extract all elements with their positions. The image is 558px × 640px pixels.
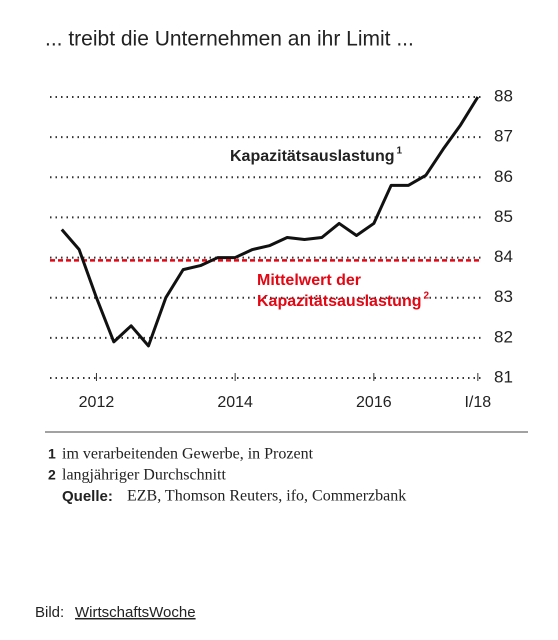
y-tick-label: 81 — [494, 367, 513, 386]
footnote-number: 2 — [48, 467, 56, 483]
x-tick-label: 2014 — [217, 394, 253, 411]
credit-link[interactable]: WirtschaftsWoche — [75, 604, 196, 621]
y-tick-label: 88 — [494, 86, 513, 105]
mean-label: Kapazitätsauslastung — [257, 293, 421, 310]
series-label-note: 1 — [396, 146, 402, 157]
credit-label: Bild: — [35, 604, 64, 621]
x-tick-label: 2012 — [79, 394, 115, 411]
y-tick-label: 82 — [494, 327, 513, 346]
y-tick-label: 84 — [494, 247, 513, 266]
chart-title: ... treibt die Unternehmen an ihr Limit … — [45, 28, 414, 51]
source-text: EZB, Thomson Reuters, ifo, Commerzbank — [127, 488, 406, 505]
y-tick-label: 85 — [494, 207, 513, 226]
series-label: Kapazitätsauslastung — [230, 148, 394, 165]
x-tick-label: 2016 — [356, 394, 392, 411]
mean-label: Mittelwert der — [257, 272, 361, 289]
footnote-text: im verarbeitenden Gewerbe, in Prozent — [62, 446, 314, 463]
x-tick-label: I/18 — [464, 394, 491, 411]
source-label: Quelle: — [62, 488, 113, 505]
mean-label-note: 2 — [423, 291, 429, 302]
y-tick-label: 87 — [494, 127, 513, 146]
y-tick-label: 83 — [494, 287, 513, 306]
footnote-number: 1 — [48, 446, 56, 462]
data-line — [60, 96, 480, 348]
footnote-text: langjähriger Durchschnitt — [62, 467, 227, 484]
y-tick-label: 86 — [494, 167, 513, 186]
